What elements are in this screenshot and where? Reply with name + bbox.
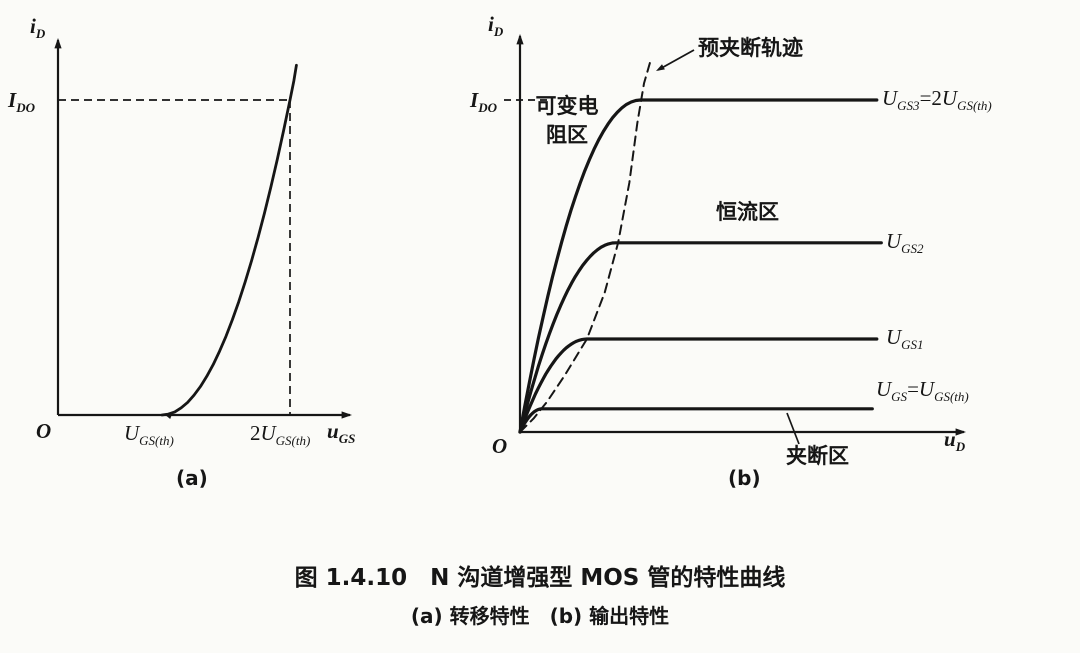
plot-a-curves — [54, 38, 352, 419]
region-label-variable-resistance-line2: 阻区 — [546, 123, 588, 147]
region-label-variable-resistance-line1: 可变电 — [535, 94, 599, 118]
plot-b-x-axis-label: uD — [944, 427, 966, 455]
characteristic-curves-svg — [54, 34, 966, 445]
plot-a-tick-ugs-th: UGS(th) — [124, 421, 174, 449]
plot-a-ido-label: IDO — [8, 88, 35, 116]
annotation-prepinch-locus: 预夹断轨迹 — [698, 36, 803, 60]
figure-caption-title: 图 1.4.10 N 沟道增强型 MOS 管的特性曲线 — [294, 565, 786, 591]
figure-caption-subtitle: (a) 转移特性 (b) 输出特性 — [410, 604, 670, 628]
region-label-pinchoff: 夹断区 — [786, 444, 849, 468]
plot-b-ido-label: IDO — [470, 88, 497, 116]
plot-a-y-axis-label: iD — [30, 14, 46, 42]
plot-a-x-axis-label: uGS — [327, 419, 356, 447]
plot-a-tick-2ugs-th: 2UGS(th) — [250, 421, 311, 449]
curve-label-ugs1: UGS1 — [886, 325, 924, 353]
curve-label-ugs2: UGS2 — [886, 229, 924, 257]
plot-b-curves — [504, 34, 966, 445]
plot-b-sublabel: (b) — [728, 466, 761, 490]
region-label-constant-current: 恒流区 — [716, 200, 779, 224]
region-label-variable-resistance: 可变电 阻区 — [522, 92, 612, 150]
plot-b-origin-label: O — [492, 434, 508, 458]
curve-label-ugs3: UGS3=2UGS(th) — [882, 86, 992, 114]
plot-b-y-axis-label: iD — [488, 12, 504, 40]
plot-a-sublabel: (a) — [176, 466, 208, 490]
curve-label-ugs-th: UGS=UGS(th) — [876, 377, 969, 405]
plot-a-origin-label: O — [36, 419, 52, 443]
